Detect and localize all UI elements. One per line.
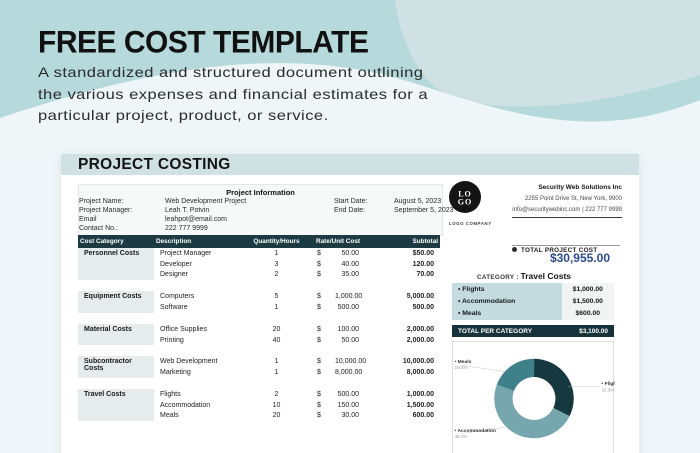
svg-text:48.4%: 48.4% [455, 434, 468, 439]
svg-text:19.4%: 19.4% [455, 365, 468, 370]
svg-text:• Flights: • Flights [602, 381, 616, 387]
svg-text:32.3%: 32.3% [602, 387, 615, 392]
svg-text:• Accommodation: • Accommodation [455, 428, 496, 434]
svg-text:• Meals: • Meals [455, 359, 472, 365]
svg-text:GO: GO [458, 198, 472, 207]
